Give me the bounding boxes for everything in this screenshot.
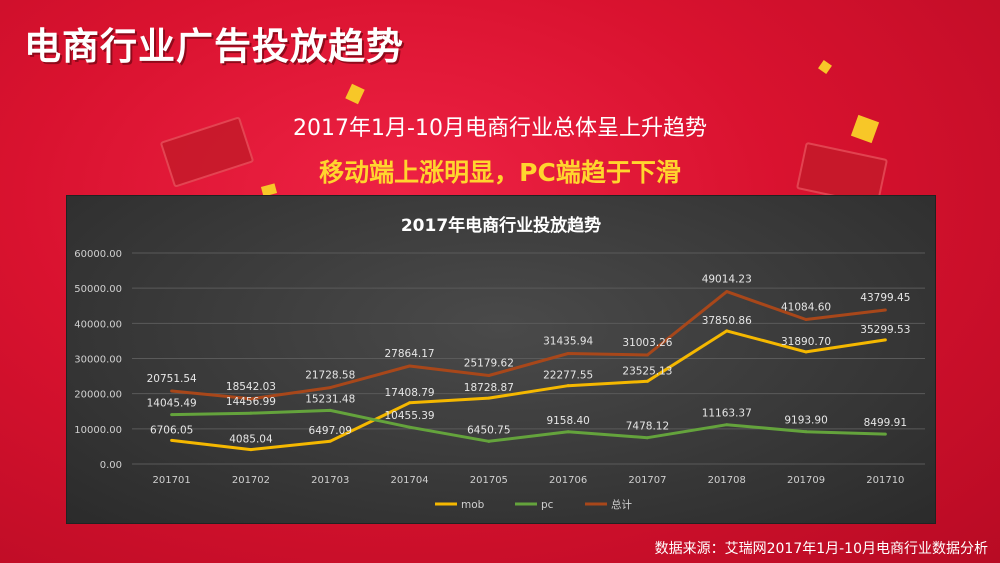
data-label: 25179.62 (464, 357, 514, 369)
data-point (408, 401, 412, 405)
series-line-总计 (171, 290, 886, 401)
data-label: 9193.90 (784, 415, 827, 427)
legend-label: pc (541, 499, 554, 511)
data-point (328, 408, 332, 412)
data-point (249, 411, 253, 415)
x-tick-label: 201708 (708, 475, 746, 486)
x-axis: 201701 201702 201703 201704 201705 201706 2017… (153, 475, 905, 486)
data-point (725, 423, 729, 427)
data-point (566, 430, 570, 434)
data-label: 6497.09 (309, 425, 352, 437)
chart-legend: mob pc 总计 (435, 498, 632, 511)
line-chart: 0.00 10000.00 20000.00 30000.00 40000.00 5000… (74, 215, 925, 511)
data-label: 18728.87 (464, 382, 514, 394)
data-point (170, 413, 174, 417)
data-point (328, 386, 332, 390)
data-point (566, 351, 570, 355)
data-point (487, 396, 491, 400)
data-point (804, 350, 808, 354)
x-tick-label: 201706 (549, 475, 587, 486)
data-point (645, 353, 649, 357)
legend-label: mob (461, 499, 485, 511)
y-tick-label: 20000.00 (74, 390, 122, 401)
data-label: 8499.91 (864, 417, 907, 429)
confetti-decoration (818, 60, 832, 74)
data-label: 9158.40 (546, 415, 589, 427)
data-point (249, 397, 253, 401)
y-axis: 0.00 10000.00 20000.00 30000.00 40000.00 5000… (74, 249, 122, 471)
y-tick-label: 30000.00 (74, 355, 122, 366)
data-label: 14045.49 (147, 398, 197, 410)
data-point (883, 432, 887, 436)
data-point (328, 439, 332, 443)
data-label: 15231.48 (305, 393, 355, 405)
page-title: 电商行业广告投放趋势 (24, 25, 404, 68)
data-point (566, 384, 570, 388)
data-point (249, 448, 253, 452)
data-label: 18542.03 (226, 381, 276, 393)
x-tick-label: 201707 (628, 475, 666, 486)
data-label: 41084.60 (781, 302, 831, 314)
confetti-decoration (345, 83, 365, 105)
x-tick-label: 201710 (866, 475, 904, 486)
page-subtitle: 2017年1月-10月电商行业总体呈上升趋势 (293, 116, 707, 141)
data-labels: 6706.05 4085.04 6497.09 17408.79 18728.87 222… (147, 274, 911, 446)
x-tick-label: 201703 (311, 475, 349, 486)
data-point (487, 373, 491, 377)
x-tick-label: 201701 (153, 475, 191, 486)
data-point (804, 318, 808, 322)
data-point (408, 364, 412, 368)
data-label: 31003.26 (622, 337, 672, 349)
y-tick-label: 0.00 (100, 460, 122, 471)
highlight-text: 移动端上涨明显，PC端趋于下滑 (319, 158, 681, 187)
data-point (804, 430, 808, 434)
data-label: 21728.58 (305, 370, 355, 382)
data-label: 7478.12 (626, 421, 669, 433)
data-point (645, 379, 649, 383)
data-label: 11163.37 (702, 408, 752, 420)
data-point (408, 425, 412, 429)
y-tick-label: 10000.00 (74, 425, 122, 436)
data-point (883, 308, 887, 312)
y-tick-label: 50000.00 (74, 284, 122, 295)
data-label: 20751.54 (147, 373, 197, 385)
source-note: 数据来源：艾瑞网2017年1月-10月电商行业数据分析 (654, 541, 988, 557)
data-label: 23525.13 (622, 365, 672, 377)
chart-panel: 0.00 10000.00 20000.00 30000.00 40000.00 5000… (66, 195, 936, 524)
y-tick-label: 40000.00 (74, 319, 122, 330)
data-point (725, 329, 729, 333)
x-tick-label: 201705 (470, 475, 508, 486)
legend-label: 总计 (611, 498, 632, 511)
y-tick-label: 60000.00 (74, 249, 122, 260)
data-label: 14456.99 (226, 396, 276, 408)
data-label: 37850.86 (702, 315, 752, 327)
data-label: 35299.53 (860, 324, 910, 336)
series-lines (170, 290, 887, 452)
data-label: 43799.45 (860, 292, 910, 304)
data-label: 49014.23 (702, 274, 752, 286)
data-point (645, 436, 649, 440)
chart-title: 2017年电商行业投放趋势 (401, 215, 601, 236)
data-label: 31435.94 (543, 335, 593, 347)
data-label: 6450.75 (467, 424, 510, 436)
series-line-mob (171, 329, 886, 452)
data-point (170, 438, 174, 442)
data-label: 31890.70 (781, 336, 831, 348)
chart-grid (132, 252, 925, 465)
x-tick-label: 201702 (232, 475, 270, 486)
x-tick-label: 201704 (390, 475, 428, 486)
data-label: 6706.05 (150, 424, 193, 436)
data-point (487, 439, 491, 443)
data-point (883, 338, 887, 342)
data-label: 27864.17 (384, 348, 434, 360)
x-tick-label: 201709 (787, 475, 825, 486)
data-point (170, 389, 174, 393)
data-label: 10455.39 (384, 410, 434, 422)
data-label: 4085.04 (229, 434, 273, 446)
data-label: 22277.55 (543, 370, 593, 382)
data-label: 17408.79 (384, 387, 434, 399)
data-point (725, 290, 729, 294)
series-line-pc (171, 408, 886, 443)
